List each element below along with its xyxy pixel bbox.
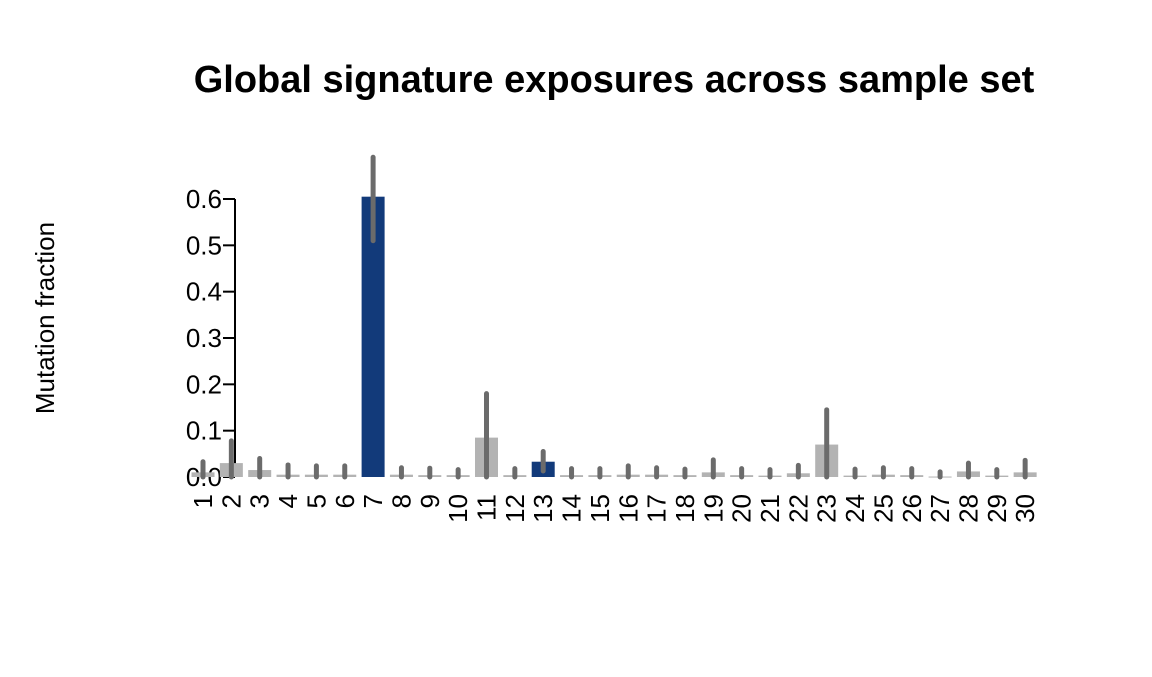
x-tick-labels: 1234567891011121314151617181920212223242… [188,494,1040,523]
y-tick-label: 0.2 [186,369,222,399]
y-tick-label: 0.6 [186,184,222,214]
x-tick-label: 27 [925,494,955,523]
x-tick-label: 18 [670,494,700,523]
x-tick-label: 7 [358,494,388,508]
chart-title: Global signature exposures across sample… [194,59,1035,101]
x-tick-label: 26 [897,494,927,523]
y-tick-label: 0.1 [186,416,222,446]
y-tick-label: 0.4 [186,277,222,307]
x-tick-label: 1 [188,494,218,508]
x-tick-label: 23 [812,494,842,523]
x-tick-label: 3 [245,494,275,508]
x-tick-label: 6 [330,494,360,508]
x-tick-label: 9 [415,494,445,508]
x-tick-label: 13 [528,494,558,523]
x-tick-label: 2 [216,494,246,508]
x-tick-label: 10 [443,494,473,523]
x-tick-label: 25 [868,494,898,523]
x-tick-label: 12 [500,494,530,523]
bars [191,154,1037,480]
bar-7 [361,196,385,477]
x-tick-label: 29 [982,494,1012,523]
y-tick-label: 0.5 [186,230,222,260]
x-tick-label: 8 [386,494,416,508]
x-tick-label: 24 [840,494,870,523]
x-tick-label: 28 [953,494,983,523]
x-tick-label: 14 [557,494,587,523]
x-tick-label: 19 [698,494,728,523]
x-tick-label: 15 [585,494,615,523]
x-tick-label: 21 [755,494,785,523]
x-tick-label: 16 [613,494,643,523]
x-tick-label: 22 [783,494,813,523]
y-axis: 0.00.10.20.30.40.50.6 [186,184,236,492]
x-tick-label: 11 [472,494,502,521]
y-axis-label: Mutation fraction [30,222,60,414]
x-tick-label: 5 [301,494,331,508]
x-tick-label: 4 [273,494,303,508]
x-tick-label: 30 [1010,494,1040,523]
y-tick-label: 0.3 [186,323,222,353]
x-tick-label: 17 [642,494,672,523]
x-tick-label: 20 [727,494,757,523]
